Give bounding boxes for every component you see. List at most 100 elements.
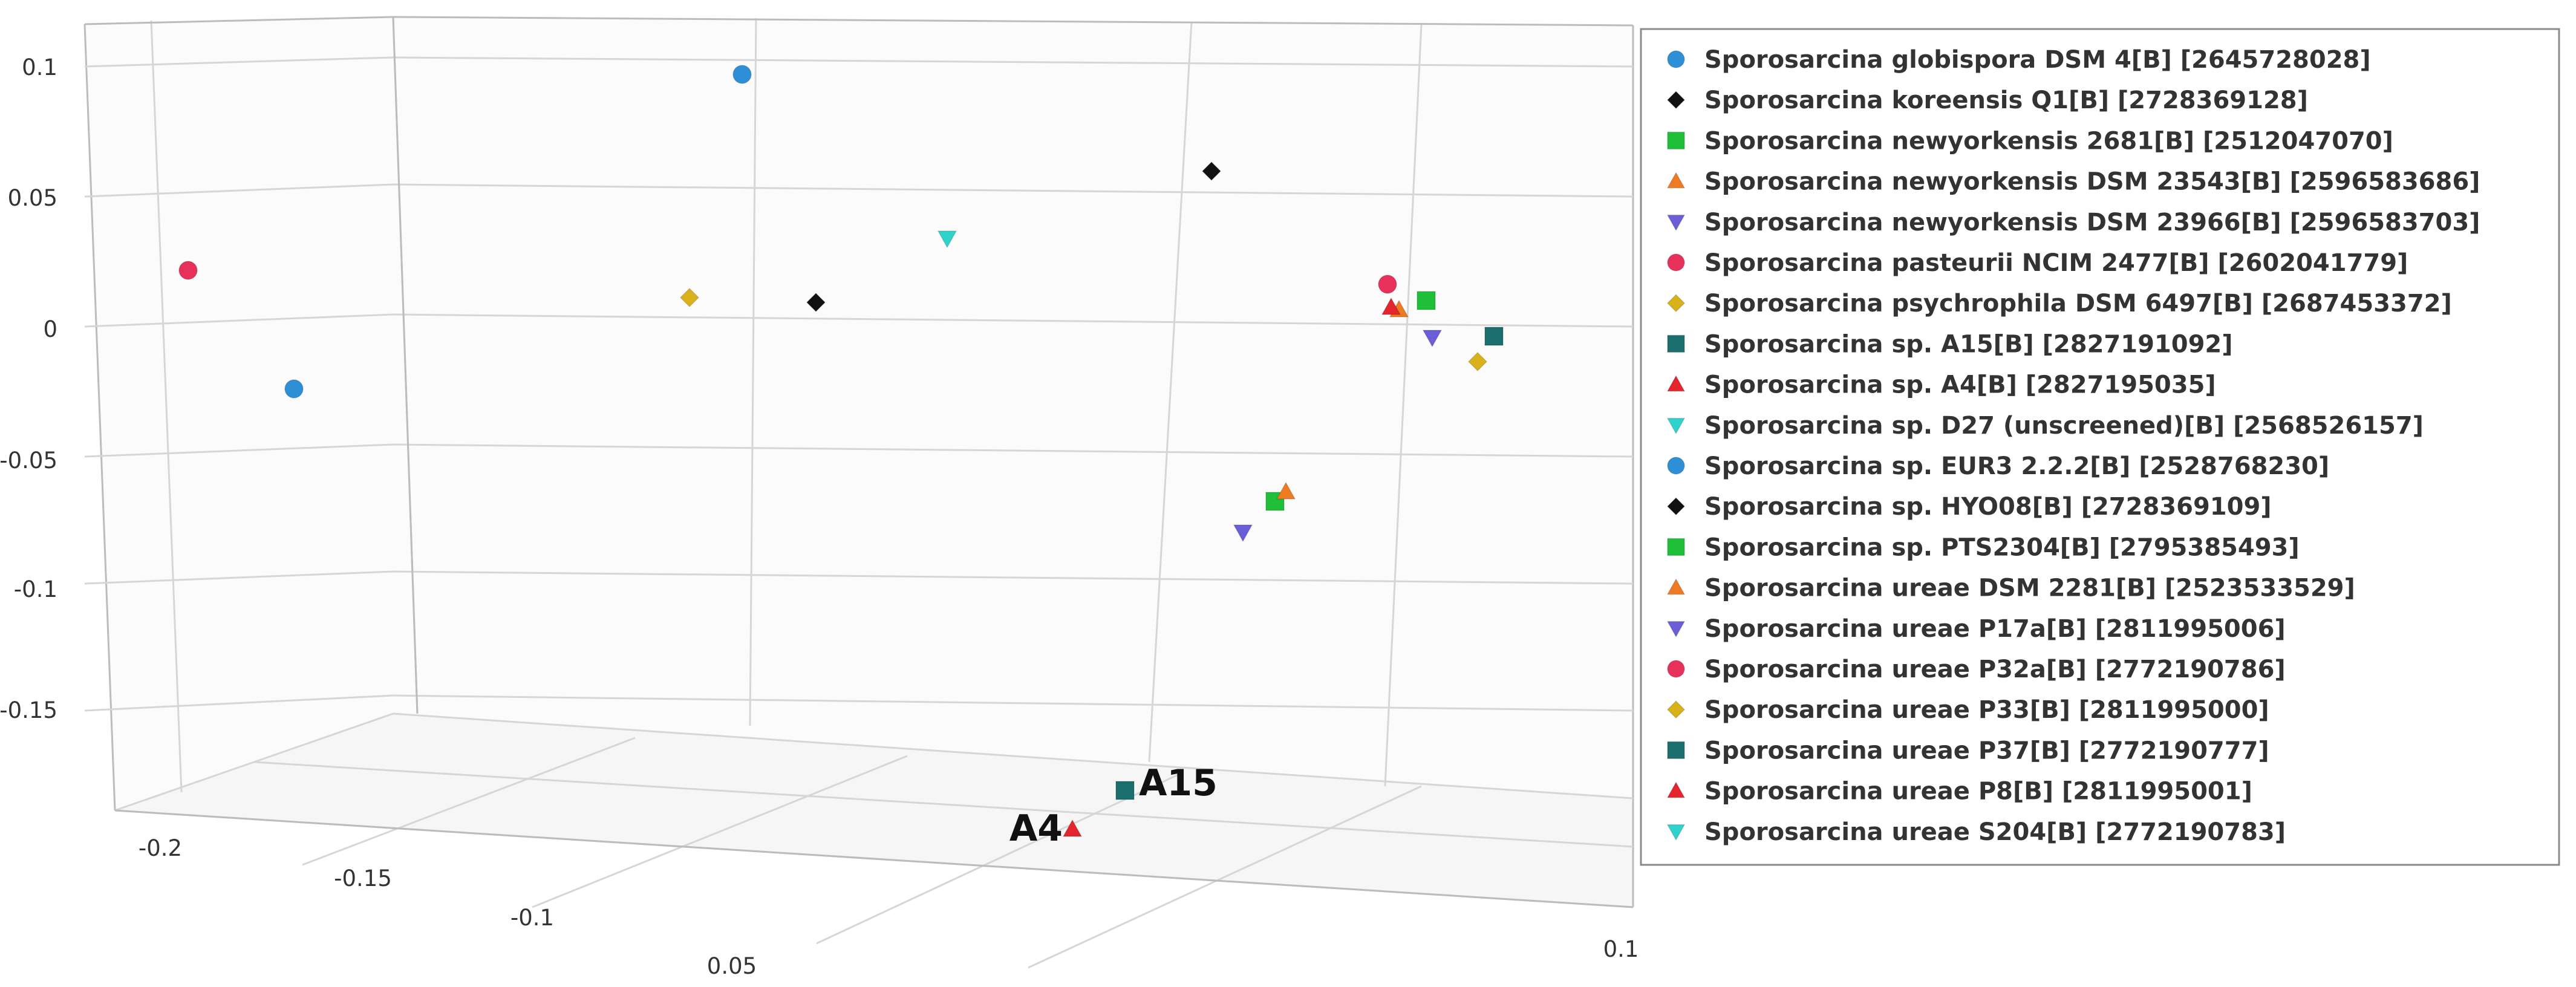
data-point-sporosarcina-sp-a4-b-2827195035: [1381, 297, 1401, 315]
data-point-sporosarcina-ureae-dsm-2281-b-2523533529: [1276, 481, 1296, 500]
grid-line-vertical: [749, 18, 757, 726]
annotation-a4: A4: [1009, 807, 1063, 850]
y-tick-label: 0.1: [22, 54, 57, 80]
legend-marker-sporosarcina-ureae-p32a-b-2772190786: [1667, 660, 1685, 678]
y-tick-label: 0.05: [8, 185, 57, 211]
legend-marker-sporosarcina-koreensis-q1-b-2728369128: [1666, 91, 1686, 109]
legend-item-sporosarcina-sp-pts2304-b-2795385493[interactable]: Sporosarcina sp. PTS2304[B] [2795385493]: [1667, 533, 2300, 561]
legend-marker-sporosarcina-sp-hyo08-b-2728369109: [1666, 497, 1686, 516]
legend-item-sporosarcina-ureae-p32a-b-2772190786[interactable]: Sporosarcina ureae P32a[B] [2772190786]: [1667, 656, 2286, 683]
legend-marker-sporosarcina-newyorkensis-dsm-23543-b-2596583686: [1666, 172, 1686, 189]
box-edge: [114, 809, 1634, 908]
legend-item-sporosarcina-sp-a15-b-2827191092[interactable]: Sporosarcina sp. A15[B] [2827191092]: [1667, 330, 2233, 358]
legend-item-sporosarcina-ureae-s204-b-2772190783[interactable]: Sporosarcina ureae S204[B] [2772190783]: [1666, 818, 2286, 846]
grid-line-floor: [1028, 785, 1422, 969]
grid-line-horizontal: [84, 56, 394, 68]
box-edge: [392, 16, 419, 714]
data-point-sporosarcina-pasteurii-ncim-2477-b-2602041779: [178, 261, 198, 280]
x-tick-label: 0.1: [1603, 936, 1639, 962]
grid-line-floor: [532, 755, 908, 908]
legend-label: Sporosarcina sp. EUR3 2.2.2[B] [25287682…: [1704, 452, 2329, 480]
data-point-sporosarcina-newyorkensis-2681-b-2512047070: [1417, 291, 1436, 310]
grid-line-horizontal: [393, 183, 1634, 198]
grid-line-horizontal: [393, 443, 1634, 458]
legend-item-sporosarcina-pasteurii-ncim-2477-b-2602041779[interactable]: Sporosarcina pasteurii NCIM 2477[B] [260…: [1667, 249, 2408, 277]
legend-label: Sporosarcina sp. HYO08[B] [2728369109]: [1704, 493, 2272, 521]
grid-line-vertical: [1384, 24, 1423, 787]
data-point-sporosarcina-ureae-p33-b-2811995000: [1467, 351, 1488, 372]
y-tick-label: 0: [43, 316, 57, 342]
grid-line-floor: [816, 773, 1180, 945]
legend-label: Sporosarcina newyorkensis DSM 23543[B] […: [1704, 168, 2480, 196]
legend-item-sporosarcina-newyorkensis-dsm-23543-b-2596583686[interactable]: Sporosarcina newyorkensis DSM 23543[B] […: [1666, 168, 2480, 196]
legend-label: Sporosarcina koreensis Q1[B] [2728369128…: [1704, 86, 2308, 114]
legend-item-sporosarcina-newyorkensis-2681-b-2512047070[interactable]: Sporosarcina newyorkensis 2681[B] [25120…: [1667, 127, 2393, 155]
legend-marker-sporosarcina-ureae-p33-b-2811995000: [1666, 700, 1686, 719]
legend-item-sporosarcina-ureae-dsm-2281-b-2523533529[interactable]: Sporosarcina ureae DSM 2281[B] [25235335…: [1666, 575, 2355, 602]
legend-label: Sporosarcina ureae DSM 2281[B] [25235335…: [1704, 575, 2355, 602]
legend-item-sporosarcina-koreensis-q1-b-2728369128[interactable]: Sporosarcina koreensis Q1[B] [2728369128…: [1666, 86, 2308, 114]
x-tick-label: 0.05: [707, 953, 757, 979]
legend-marker-sporosarcina-ureae-dsm-2281-b-2523533529: [1666, 578, 1686, 595]
legend-label: Sporosarcina sp. PTS2304[B] [2795385493]: [1704, 533, 2300, 561]
legend-box: [1640, 28, 2560, 866]
legend-marker-sporosarcina-ureae-s204-b-2772190783: [1666, 824, 1686, 841]
x-tick-label: -0.1: [510, 905, 554, 931]
legend-marker-sporosarcina-ureae-p37-b-2772190777: [1667, 741, 1685, 760]
data-point-sporosarcina-ureae-p32a-b-2772190786: [1378, 275, 1397, 294]
grid-line-vertical: [1148, 21, 1193, 763]
legend-label: Sporosarcina newyorkensis DSM 23966[B] […: [1704, 209, 2480, 236]
data-point-sporosarcina-sp-d27-unscreened-b-2568526157: [937, 230, 957, 249]
annotations: A15 A4: [1009, 762, 1218, 850]
legend-marker-sporosarcina-psychrophila-dsm-6497-b-2687453372: [1666, 294, 1686, 313]
y-tick-label: -0.15: [0, 697, 57, 723]
legend-item-sporosarcina-ureae-p37-b-2772190777[interactable]: Sporosarcina ureae P37[B] [2772190777]: [1667, 737, 2269, 764]
legend-marker-sporosarcina-sp-d27-unscreened-b-2568526157: [1666, 417, 1686, 435]
grid-line-vertical: [83, 24, 116, 811]
legend-label: Sporosarcina globispora DSM 4[B] [264572…: [1704, 46, 2371, 74]
data-points: [178, 65, 1504, 837]
legend-marker-sporosarcina-newyorkensis-dsm-23966-b-2596583703: [1666, 214, 1686, 232]
grid-line-floor: [253, 761, 1634, 848]
data-point-sporosarcina-sp-hyo08-b-2728369109: [806, 292, 826, 313]
grid-line-horizontal: [393, 313, 1634, 328]
legend[interactable]: Sporosarcina globispora DSM 4[B] [264572…: [1640, 28, 2560, 866]
legend-item-sporosarcina-globispora-dsm-4-b-2645728028[interactable]: Sporosarcina globispora DSM 4[B] [264572…: [1667, 46, 2371, 74]
legend-item-sporosarcina-newyorkensis-dsm-23966-b-2596583703[interactable]: Sporosarcina newyorkensis DSM 23966[B] […: [1666, 209, 2480, 236]
data-point-sporosarcina-ureae-p17a-b-2811995006: [1233, 524, 1253, 542]
legend-item-sporosarcina-sp-d27-unscreened-b-2568526157[interactable]: Sporosarcina sp. D27 (unscreened)[B] [25…: [1666, 412, 2424, 440]
data-point-sporosarcina-ureae-p37-b-2772190777: [1115, 781, 1135, 800]
legend-item-sporosarcina-ureae-p8-b-2811995001[interactable]: Sporosarcina ureae P8[B] [2811995001]: [1666, 778, 2252, 806]
legend-marker-sporosarcina-sp-pts2304-b-2795385493: [1667, 538, 1685, 556]
legend-label: Sporosarcina ureae S204[B] [2772190783]: [1704, 818, 2286, 846]
grid-line-horizontal: [393, 570, 1634, 585]
legend-label: Sporosarcina pasteurii NCIM 2477[B] [260…: [1704, 249, 2408, 277]
data-point-sporosarcina-ureae-p8-b-2811995001: [1062, 819, 1083, 837]
grid-line-floor: [393, 712, 1634, 800]
legend-item-sporosarcina-ureae-p33-b-2811995000[interactable]: Sporosarcina ureae P33[B] [2811995000]: [1666, 696, 2269, 724]
y-tick-label: -0.1: [14, 576, 57, 602]
tick-labels: 0.1 0.05 0 -0.05 -0.1 -0.15 -0.2 -0.15 -0.1 0.05 0…: [0, 54, 1639, 979]
legend-label: Sporosarcina sp. A4[B] [2827195035]: [1704, 371, 2216, 399]
legend-item-sporosarcina-sp-hyo08-b-2728369109[interactable]: Sporosarcina sp. HYO08[B] [2728369109]: [1666, 493, 2272, 521]
grid-line-horizontal: [393, 694, 1634, 712]
legend-label: Sporosarcina ureae P33[B] [2811995000]: [1704, 696, 2269, 724]
legend-item-sporosarcina-sp-eur3-2-2-2-b-2528768230[interactable]: Sporosarcina sp. EUR3 2.2.2[B] [25287682…: [1667, 452, 2329, 480]
legend-label: Sporosarcina ureae P32a[B] [2772190786]: [1704, 656, 2286, 683]
data-point-sporosarcina-psychrophila-dsm-6497-b-2687453372: [679, 287, 700, 308]
legend-item-sporosarcina-sp-a4-b-2827195035[interactable]: Sporosarcina sp. A4[B] [2827195035]: [1666, 371, 2216, 399]
legend-marker-sporosarcina-sp-a15-b-2827191092: [1667, 334, 1685, 353]
box-edge: [84, 16, 394, 25]
box-edge: [393, 16, 1634, 27]
data-point-sporosarcina-sp-a15-b-2827191092: [1484, 327, 1504, 346]
data-point-sporosarcina-koreensis-q1-b-2728369128: [1201, 161, 1222, 181]
legend-item-sporosarcina-psychrophila-dsm-6497-b-2687453372[interactable]: Sporosarcina psychrophila DSM 6497[B] [2…: [1666, 290, 2452, 318]
legend-item-sporosarcina-ureae-p17a-b-2811995006[interactable]: Sporosarcina ureae P17a[B] [2811995006]: [1666, 615, 2286, 643]
legend-label: Sporosarcina ureae P8[B] [2811995001]: [1704, 778, 2252, 806]
data-point-sporosarcina-newyorkensis-dsm-23966-b-2596583703: [1422, 330, 1443, 348]
annotation-a15: A15: [1139, 762, 1218, 804]
legend-label: Sporosarcina ureae P17a[B] [2811995006]: [1704, 615, 2286, 643]
legend-marker-sporosarcina-sp-eur3-2-2-2-b-2528768230: [1667, 457, 1685, 475]
y-tick-label: -0.05: [0, 448, 57, 474]
